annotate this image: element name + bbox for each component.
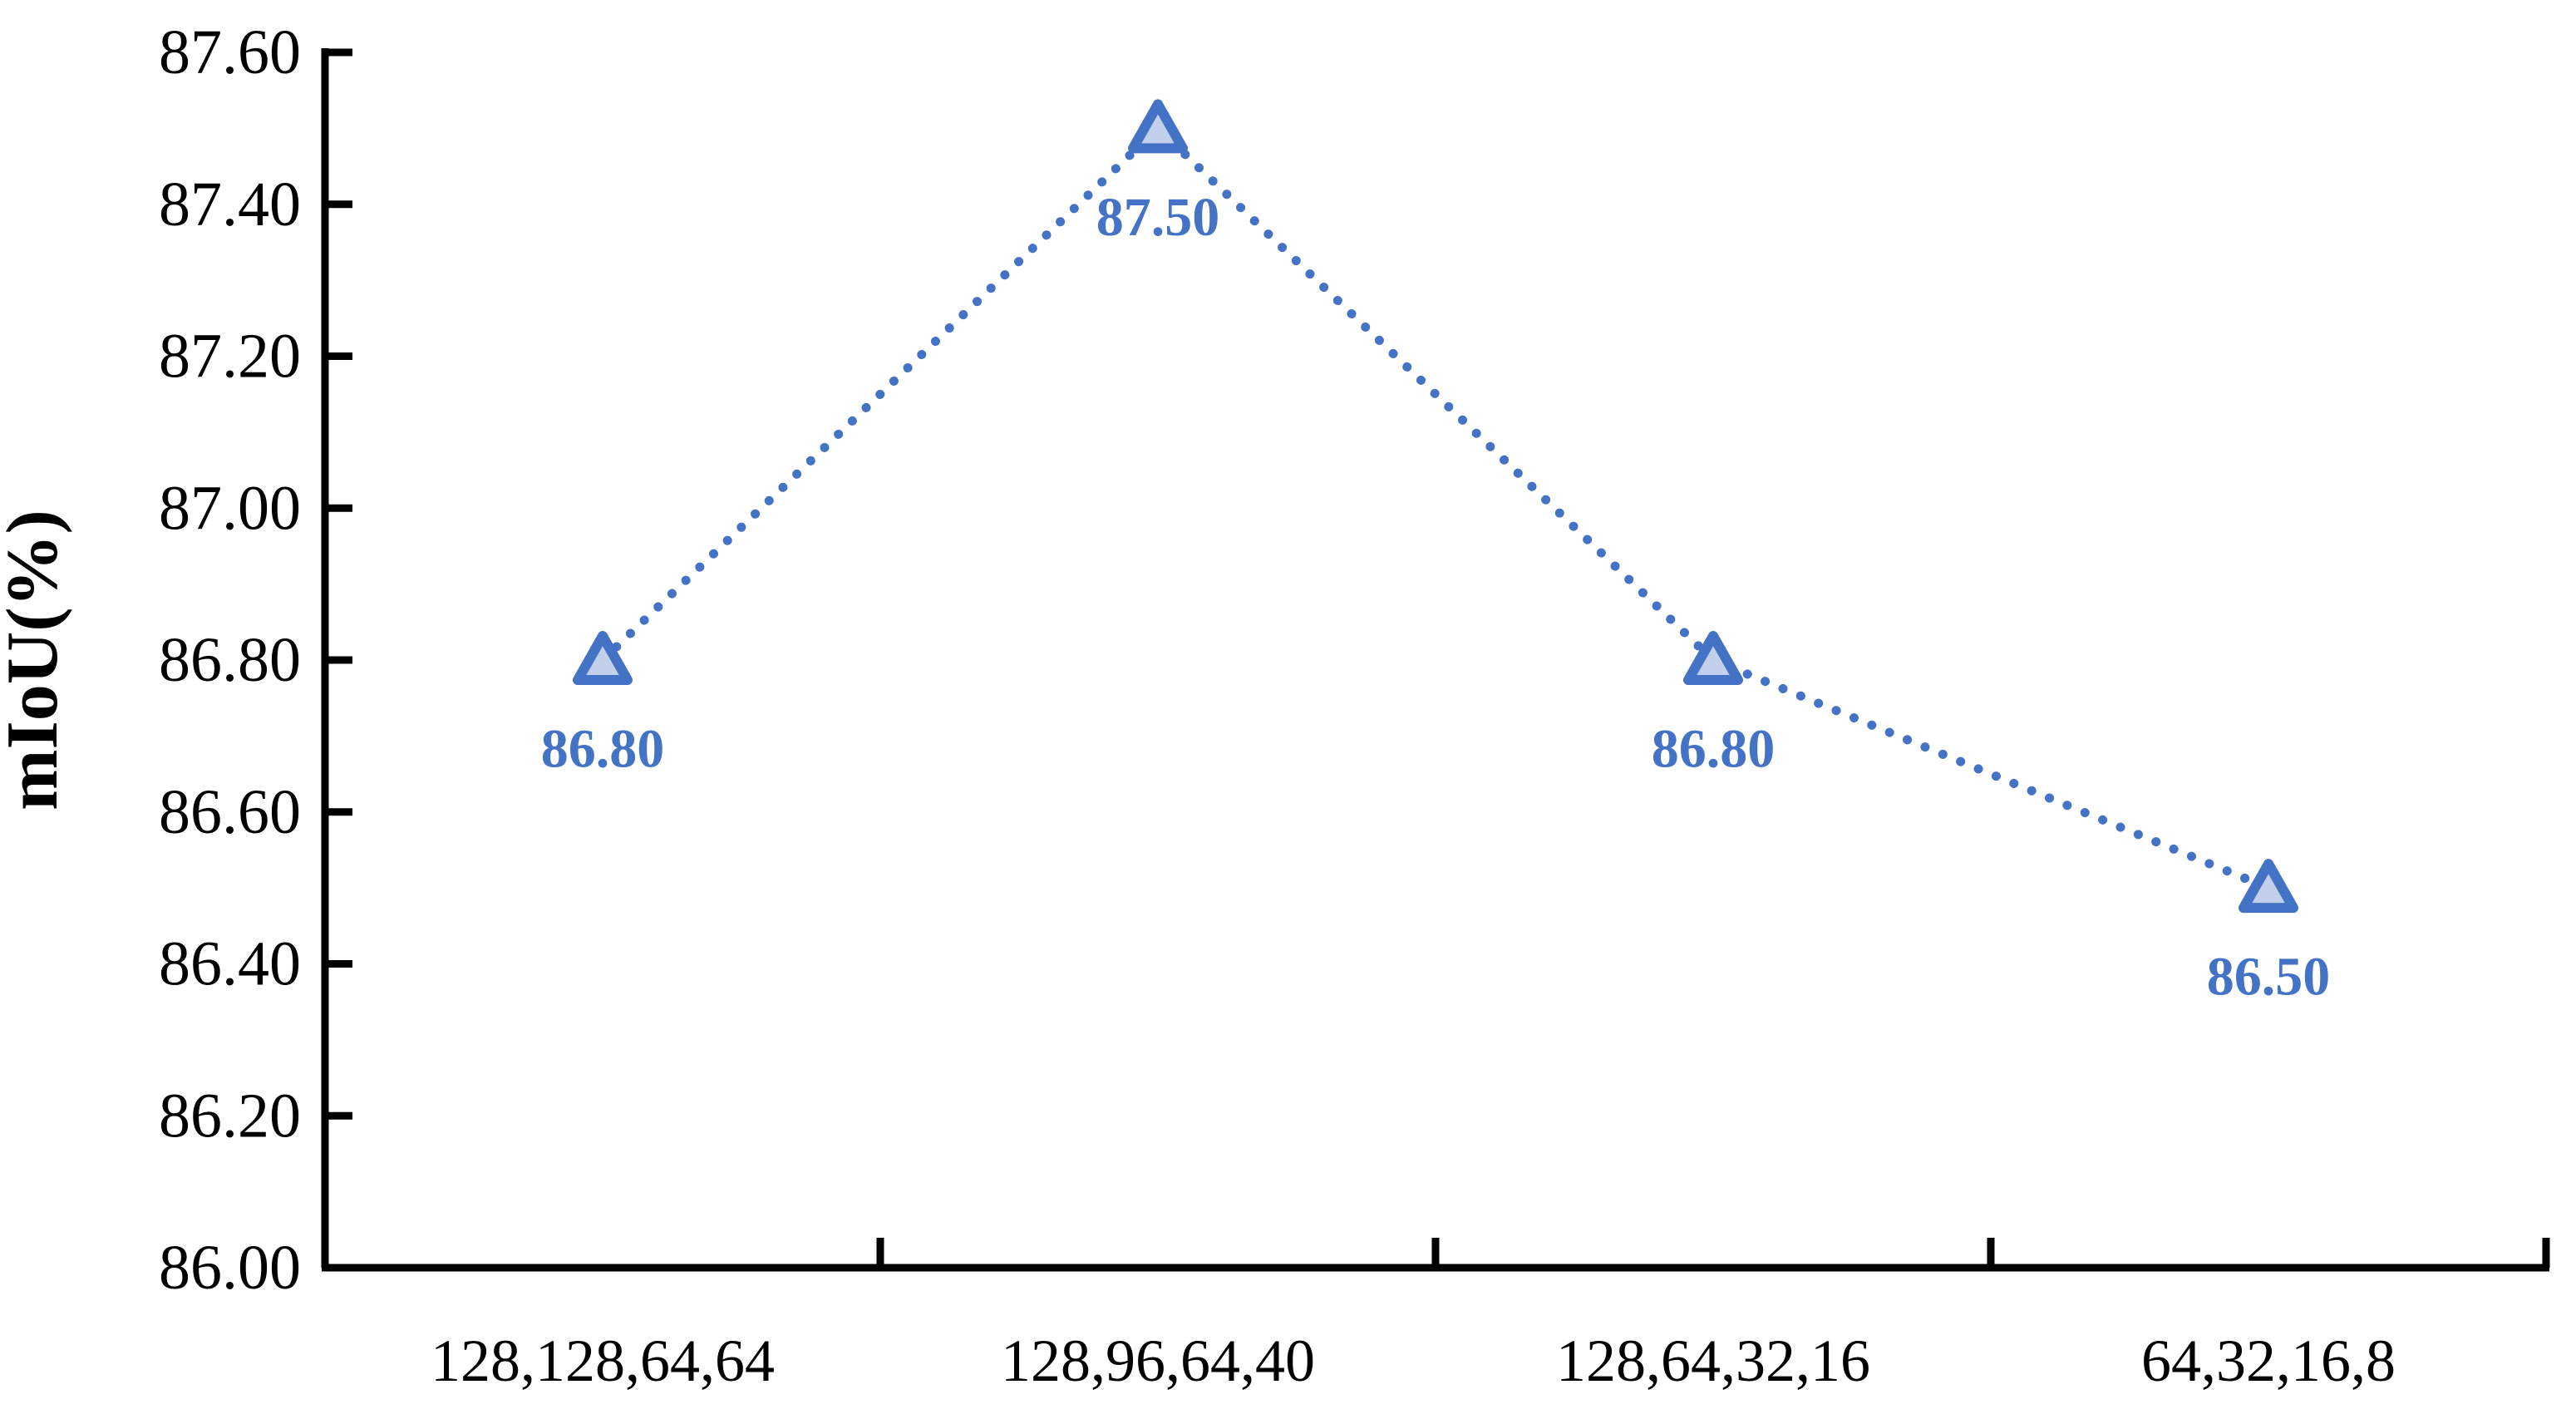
- marker-triangle-2: [1683, 631, 1743, 685]
- y-tick-label-86.20: 86.20: [159, 1081, 301, 1150]
- axes-layer: [321, 48, 2550, 1272]
- marker-triangle-0: [573, 631, 633, 685]
- y-tick-label-86.80: 86.80: [159, 625, 301, 695]
- data-label-2: 86.80: [1652, 719, 1776, 780]
- series-dotted-line: [598, 121, 2273, 893]
- data-label-0: 86.80: [541, 719, 665, 780]
- y-tick-label-87.20: 87.20: [159, 322, 301, 392]
- x-tick-label-3: 64,32,16,8: [2141, 1328, 2396, 1394]
- y-tick-label-87.60: 87.60: [159, 17, 301, 87]
- marker-triangle-1: [1128, 99, 1188, 154]
- data-label-1: 87.50: [1096, 187, 1220, 248]
- y-axis-title: mIoU(%): [0, 510, 73, 811]
- y-tick-label-86.60: 86.60: [159, 777, 301, 847]
- y-tick-labels: 86.00 86.20 86.40 86.60 86.80 87.00 87.20 87.40…: [159, 17, 301, 1303]
- data-labels-layer: 86.80 87.50 86.80 86.50: [541, 187, 2331, 1008]
- series-layer: [573, 99, 2298, 914]
- data-label-3: 86.50: [2207, 947, 2331, 1008]
- y-tick-label-86.40: 86.40: [159, 929, 301, 999]
- marker-triangle-3: [2239, 859, 2298, 914]
- x-tick-labels: 128,128,64,64 128,96,64,40 128,64,32,16 64,…: [431, 1328, 2396, 1394]
- x-tick-label-2: 128,64,32,16: [1556, 1328, 1870, 1394]
- y-tick-label-87.40: 87.40: [159, 170, 301, 239]
- x-tick-label-1: 128,96,64,40: [1001, 1328, 1315, 1394]
- y-tick-label-87.00: 87.00: [159, 473, 301, 543]
- x-tick-label-0: 128,128,64,64: [431, 1328, 775, 1394]
- y-tick-label-86.00: 86.00: [159, 1233, 301, 1303]
